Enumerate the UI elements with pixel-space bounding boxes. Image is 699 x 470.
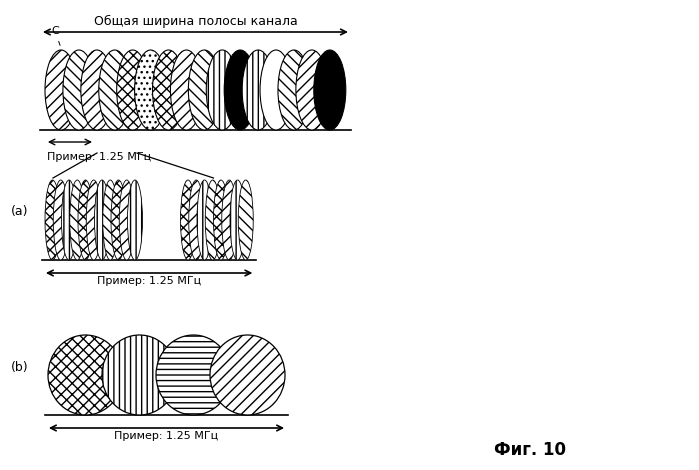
Ellipse shape <box>260 50 292 130</box>
Ellipse shape <box>86 180 101 260</box>
Ellipse shape <box>206 180 220 260</box>
Ellipse shape <box>45 50 77 130</box>
Text: Пример: 1.25 МГц: Пример: 1.25 МГц <box>47 152 151 162</box>
Ellipse shape <box>48 335 123 415</box>
Ellipse shape <box>180 180 196 260</box>
Ellipse shape <box>156 335 231 415</box>
Ellipse shape <box>206 50 238 130</box>
Ellipse shape <box>102 335 177 415</box>
Ellipse shape <box>53 180 69 260</box>
Text: (b): (b) <box>11 361 29 375</box>
Ellipse shape <box>103 180 117 260</box>
Text: (a): (a) <box>11 205 29 219</box>
Ellipse shape <box>62 180 76 260</box>
Ellipse shape <box>224 50 257 130</box>
Ellipse shape <box>70 180 85 260</box>
Ellipse shape <box>197 180 212 260</box>
Ellipse shape <box>238 180 253 260</box>
Ellipse shape <box>120 180 134 260</box>
Ellipse shape <box>230 180 245 260</box>
Ellipse shape <box>213 180 229 260</box>
Text: C: C <box>51 26 60 46</box>
Ellipse shape <box>296 50 328 130</box>
Ellipse shape <box>63 50 95 130</box>
Ellipse shape <box>117 50 149 130</box>
Ellipse shape <box>171 50 203 130</box>
Ellipse shape <box>81 50 113 130</box>
Text: Пример: 1.25 МГц: Пример: 1.25 МГц <box>115 431 219 441</box>
Ellipse shape <box>188 50 220 130</box>
Ellipse shape <box>222 180 237 260</box>
Ellipse shape <box>189 180 203 260</box>
Ellipse shape <box>210 335 285 415</box>
Ellipse shape <box>99 50 131 130</box>
Ellipse shape <box>45 180 60 260</box>
Text: Общая ширина полосы канала: Общая ширина полосы канала <box>94 15 297 28</box>
Ellipse shape <box>242 50 274 130</box>
Text: Фиг. 10: Фиг. 10 <box>494 441 566 459</box>
Ellipse shape <box>152 50 185 130</box>
Text: Пример: 1.25 МГц: Пример: 1.25 МГц <box>97 276 201 286</box>
Ellipse shape <box>278 50 310 130</box>
Ellipse shape <box>94 180 110 260</box>
Ellipse shape <box>127 180 143 260</box>
Ellipse shape <box>78 180 93 260</box>
Ellipse shape <box>111 180 126 260</box>
Ellipse shape <box>314 50 346 130</box>
Ellipse shape <box>135 50 166 130</box>
